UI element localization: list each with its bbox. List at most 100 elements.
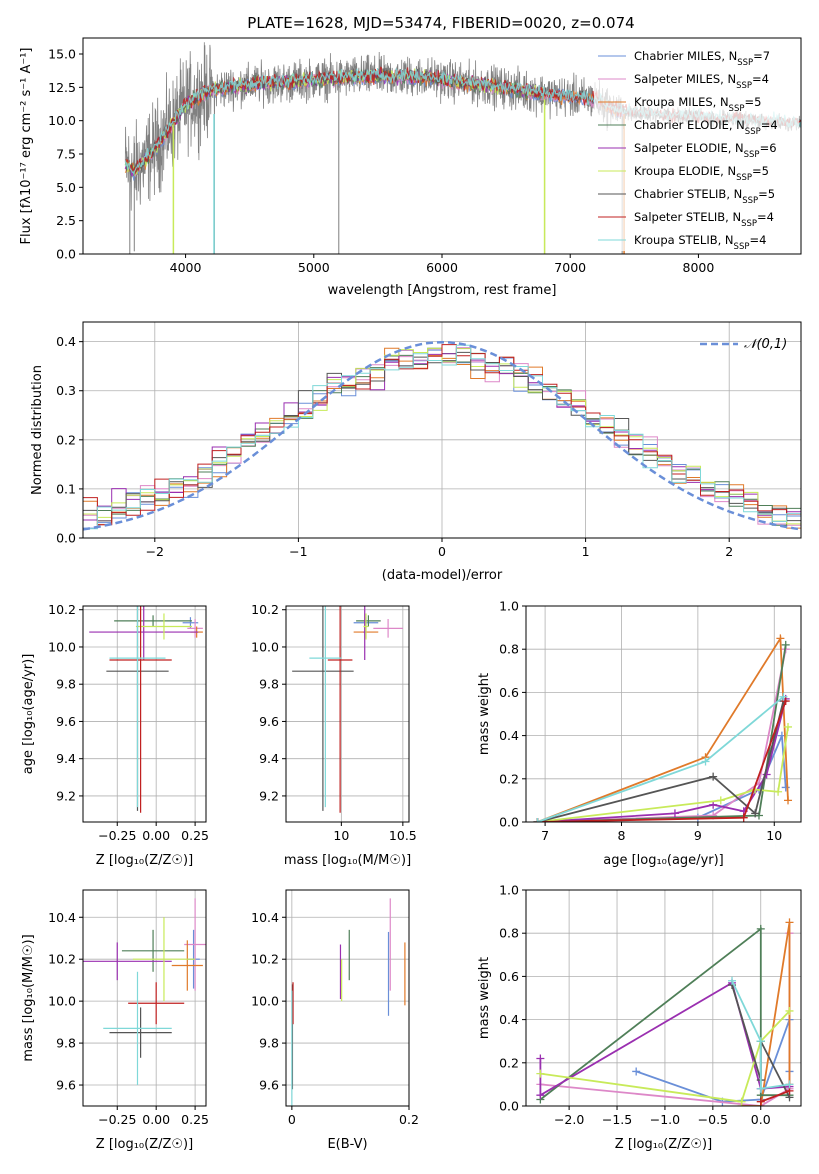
weight-marker xyxy=(776,634,785,643)
weight-line-salpeter-elodie xyxy=(537,698,787,822)
x-tick-label: 1 xyxy=(582,544,590,559)
legend-value: =4 xyxy=(757,210,774,224)
parameter-panels: −0.25 0.00 0.25 9.2 9.4 9.6 9.8 10.0 10.2 Z [log₁… xyxy=(21,599,802,1152)
legend-subscript: SSP xyxy=(729,104,745,114)
axes-frame xyxy=(82,605,207,823)
weight-marker xyxy=(716,796,725,805)
y-tick-label: 10.2 xyxy=(48,602,76,617)
y-tick-label: 2.5 xyxy=(56,213,76,228)
y-tick-label: 0.6 xyxy=(499,685,519,700)
x-tick-label: 5000 xyxy=(298,260,330,275)
x-tick-label: 10 xyxy=(333,828,349,843)
x-tick-label: 0.00 xyxy=(142,828,170,843)
axes-frame xyxy=(285,889,410,1107)
y-tick-label: 9.6 xyxy=(259,1078,279,1093)
y-tick-label: 9.6 xyxy=(56,1078,76,1093)
y-tick-label: 15.0 xyxy=(48,47,76,62)
y-tick-label: 9.8 xyxy=(259,1036,279,1051)
axes-frame xyxy=(285,605,410,823)
residuals-plot-area xyxy=(83,340,801,533)
x-tick-label: −1.0 xyxy=(650,1112,680,1127)
panel-weight-vs-Z: −2.0 −1.5 −1.0 −0.5 0.0 0.0 0.2 0.4 0.6 0.8 1.0 Z [… xyxy=(477,883,802,1152)
plot-marks xyxy=(291,898,406,1106)
x-axis-label: Z [log₁₀(Z/Z☉)] xyxy=(96,1137,193,1152)
plot-marks xyxy=(83,898,206,1086)
panel-age-vs-mass: 10 10.5 9.2 9.4 9.6 9.8 10.0 10.2 mass [log₁₀(M/… xyxy=(251,602,417,868)
x-axis-label: E(B-V) xyxy=(327,1137,367,1152)
x-tick-label: −1.5 xyxy=(602,1112,632,1127)
weight-marker xyxy=(670,809,679,818)
weight-marker xyxy=(784,722,793,731)
weight-marker xyxy=(536,1054,545,1063)
x-tick-label: −0.25 xyxy=(98,1112,136,1127)
legend-value: =4 xyxy=(752,72,769,86)
x-tick-label: 0.25 xyxy=(181,828,209,843)
y-tick-label: 9.2 xyxy=(56,788,76,803)
x-tick-label: 10 xyxy=(766,828,782,843)
weight-marker xyxy=(728,976,737,985)
weight-marker xyxy=(536,1069,545,1078)
residuals-y-label: Normed distribution xyxy=(30,365,45,495)
spectrum-plot-area xyxy=(124,42,801,254)
y-tick-label: 9.6 xyxy=(259,714,279,729)
normal-legend-label: 𝒩(0,1) xyxy=(744,337,787,352)
legend-value: =5 xyxy=(752,164,769,178)
y-tick-label: 0.0 xyxy=(56,531,76,546)
x-tick-label: 0 xyxy=(288,1112,296,1127)
legend-value: =7 xyxy=(753,49,770,63)
plot-marks xyxy=(536,918,794,1106)
y-tick-label: 10.0 xyxy=(251,994,279,1009)
y-tick-label: 0.2 xyxy=(56,432,76,447)
x-axis-label: Z [log₁₀(Z/Z☉)] xyxy=(615,1137,712,1152)
x-tick-label: 0.00 xyxy=(142,1112,170,1127)
y-axis-label: mass weight xyxy=(477,957,492,1039)
y-tick-label: 9.4 xyxy=(56,751,76,766)
panel-weight-vs-age: 7 8 9 10 0.0 0.2 0.4 0.6 0.8 1.0 age [log₁₀(age/yr… xyxy=(477,599,802,868)
legend-subscript: SSP xyxy=(744,150,760,160)
x-tick-label: −0.5 xyxy=(698,1112,728,1127)
weight-marker xyxy=(536,1091,545,1100)
y-tick-label: 1.0 xyxy=(499,599,519,614)
y-tick-label: 7.5 xyxy=(56,147,76,162)
y-tick-label: 9.4 xyxy=(259,751,279,766)
weight-marker xyxy=(756,1097,765,1106)
legend-subscript: SSP xyxy=(736,81,752,91)
grid-lines xyxy=(83,606,206,822)
x-tick-label: 8000 xyxy=(683,260,715,275)
x-axis-label: mass [log₁₀(M/M☉)] xyxy=(284,853,411,868)
weight-marker xyxy=(709,772,718,781)
legend-subscript: SSP xyxy=(734,242,750,252)
plot-marks xyxy=(292,606,403,813)
legend-subscript: SSP xyxy=(742,196,758,206)
y-tick-label: 0.2 xyxy=(499,771,519,786)
x-axis-label: age [log₁₀(age/yr)] xyxy=(603,853,724,868)
weight-marker xyxy=(737,1097,746,1106)
y-tick-label: 5.0 xyxy=(56,180,76,195)
weight-marker xyxy=(751,809,760,818)
x-tick-label: 6000 xyxy=(426,260,458,275)
y-axis-label: mass weight xyxy=(477,673,492,755)
x-tick-label: 0.2 xyxy=(399,1112,419,1127)
y-tick-label: 0.8 xyxy=(499,926,519,941)
weight-marker xyxy=(781,640,790,649)
x-tick-label: 2 xyxy=(725,544,733,559)
weight-marker xyxy=(781,783,790,792)
y-tick-label: 9.6 xyxy=(56,714,76,729)
plot-marks xyxy=(533,634,793,822)
weight-line-kroupa-miles xyxy=(741,922,791,1106)
y-tick-label: 0.0 xyxy=(56,247,76,262)
y-tick-label: 9.2 xyxy=(259,788,279,803)
legend-subscript: SSP xyxy=(736,173,752,183)
weight-marker xyxy=(774,787,783,796)
panel-mass-vs-EBV: 0 0.2 9.6 9.8 10.0 10.2 10.4 E(B-V) xyxy=(251,889,419,1152)
residuals-x-ticks: −2 −1 0 1 2 xyxy=(146,538,733,559)
weight-marker xyxy=(739,813,748,822)
figure-title: PLATE=1628, MJD=53474, FIBERID=0020, z=0… xyxy=(247,14,634,32)
panel-mass-vs-Z: −0.25 0.00 0.25 9.6 9.8 10.0 10.2 10.4 Z [log₁₀(… xyxy=(21,889,209,1152)
weight-line-chabrier-elodie xyxy=(539,927,790,1101)
x-axis-label: Z [log₁₀(Z/Z☉)] xyxy=(96,853,193,868)
x-tick-label: −0.25 xyxy=(98,828,136,843)
weight-marker xyxy=(785,1006,794,1015)
